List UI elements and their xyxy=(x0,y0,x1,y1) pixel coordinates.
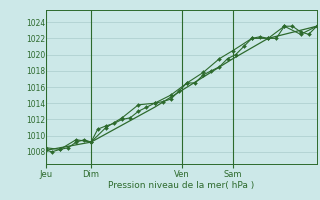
X-axis label: Pression niveau de la mer( hPa ): Pression niveau de la mer( hPa ) xyxy=(108,181,255,190)
